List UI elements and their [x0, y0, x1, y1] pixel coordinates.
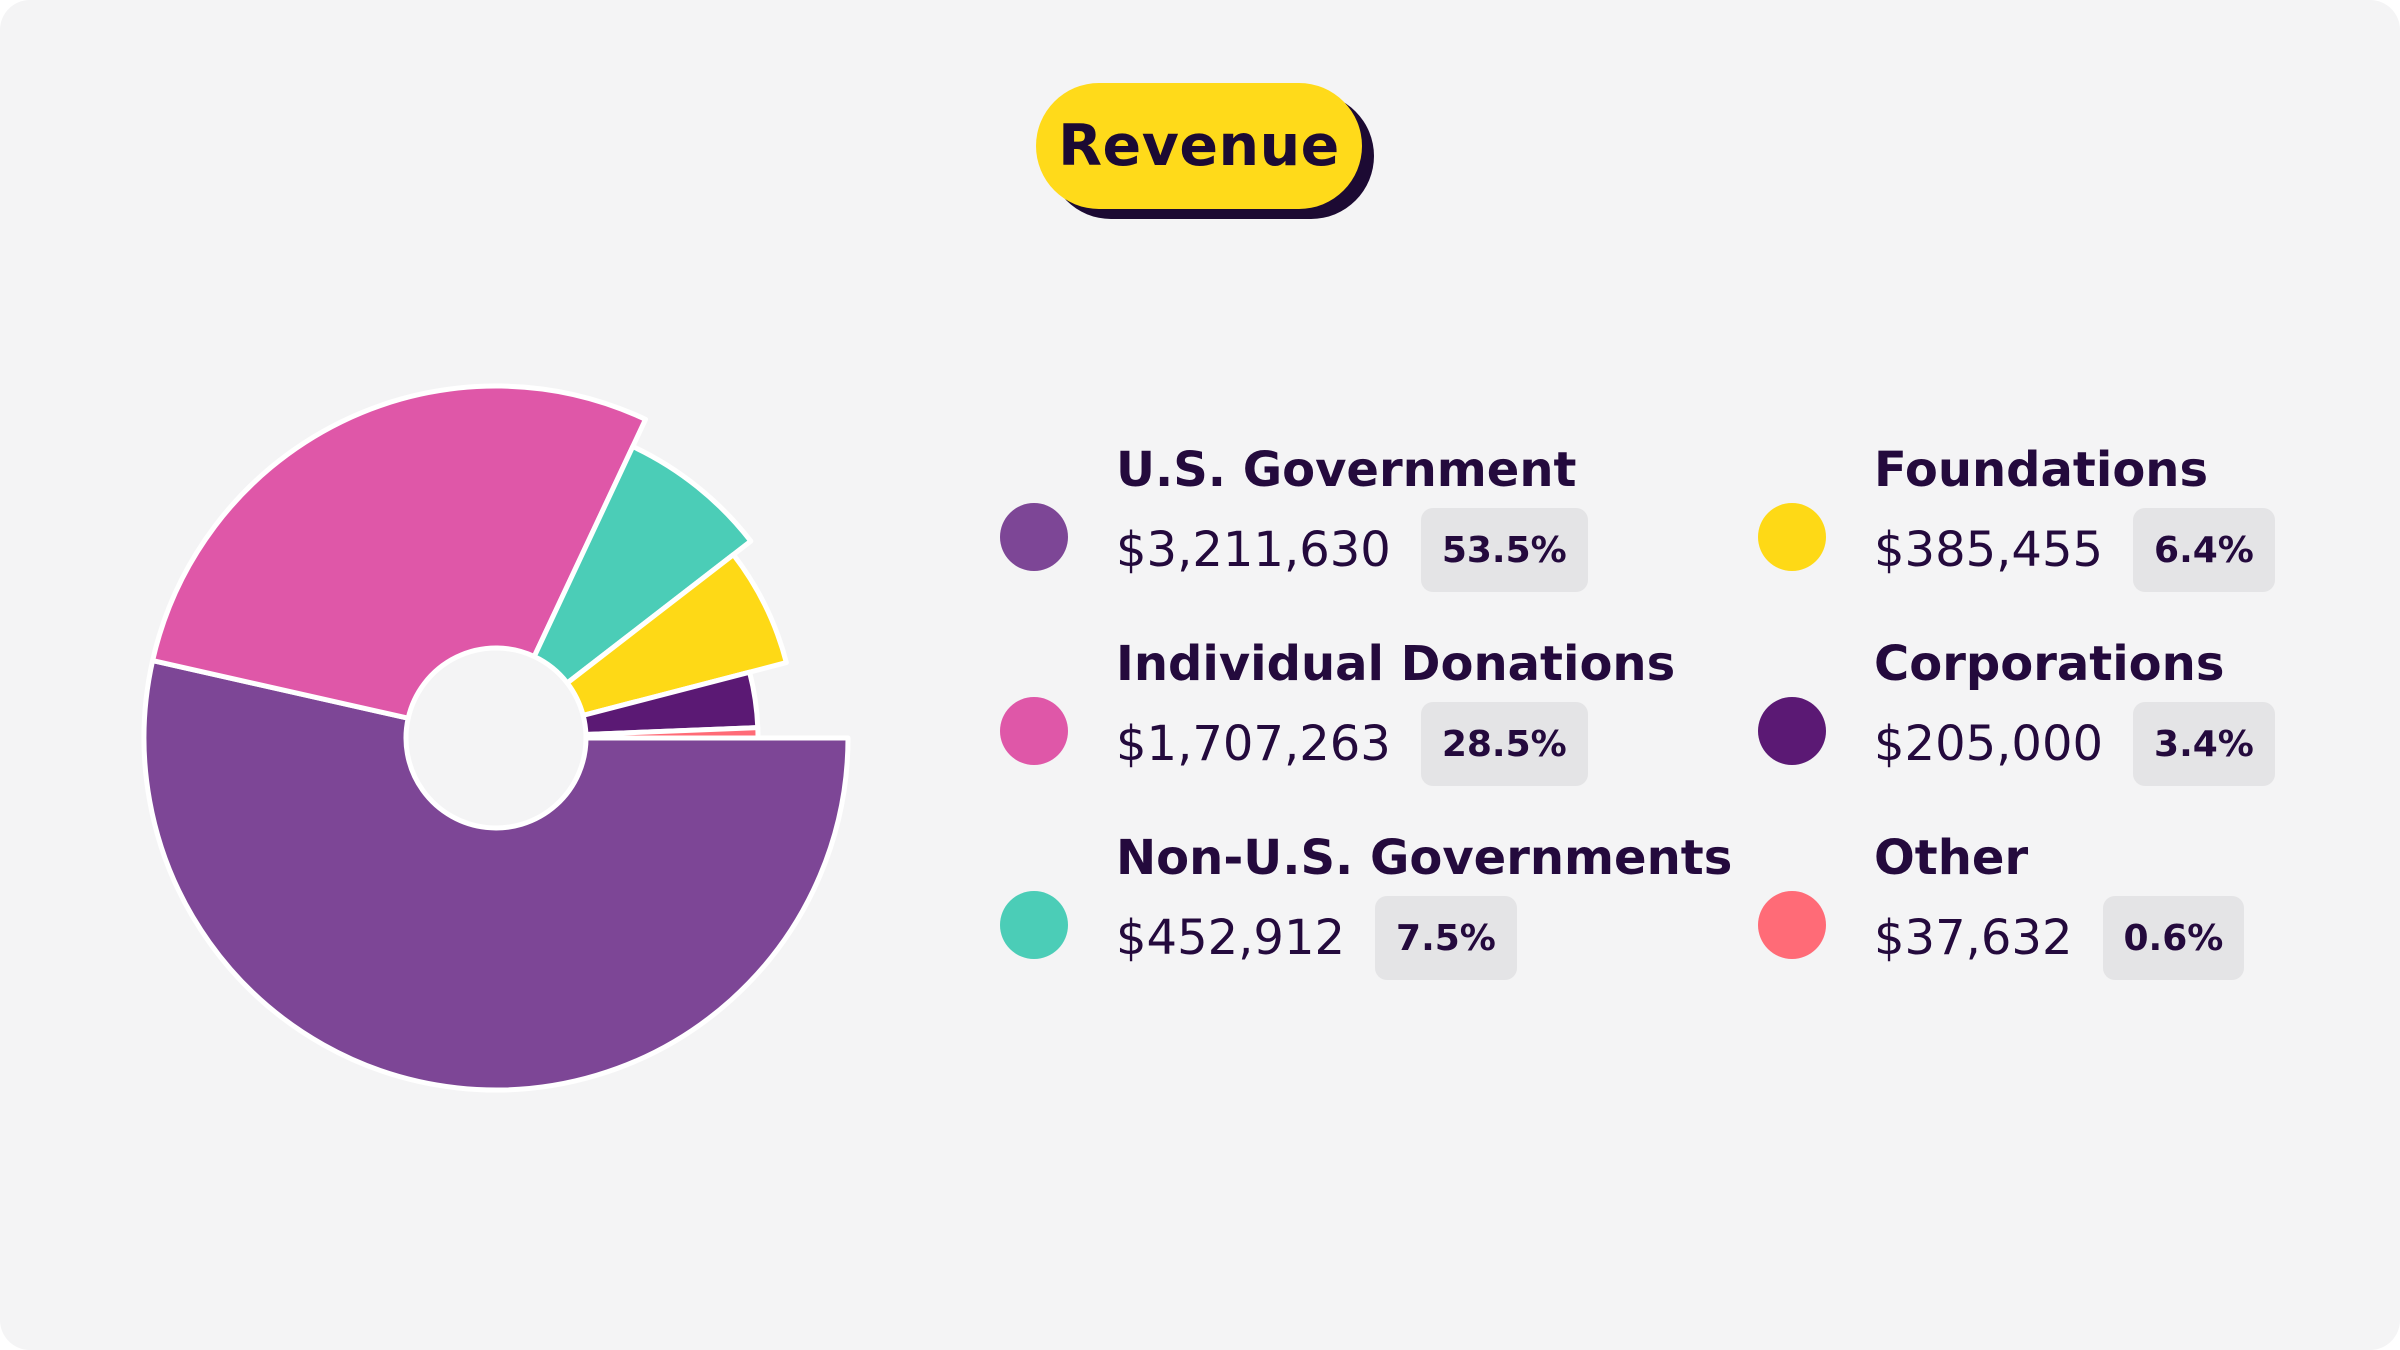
legend-amount: $1,707,263 — [1116, 716, 1391, 772]
legend-item-individual-donations: Individual Donations $1,707,263 28.5% — [1000, 634, 1720, 814]
legend-item-non-us-governments: Non-U.S. Governments $452,912 7.5% — [1000, 828, 1732, 1008]
legend-amount: $205,000 — [1874, 716, 2104, 772]
legend-dot-non-us-governments — [1000, 891, 1068, 959]
pie-slice-other — [583, 725, 761, 741]
legend-dot-individual-donations — [1000, 697, 1068, 765]
legend-percent-badge: 0.6% — [2102, 896, 2245, 980]
title-badge: Revenue — [1036, 83, 1374, 219]
legend-percent-badge: 3.4% — [2133, 702, 2275, 786]
legend-amount: $452,912 — [1116, 910, 1346, 966]
legend-item-us-government: U.S. Government $3,211,630 53.5% — [1000, 440, 1720, 620]
legend-item-other: Other $37,632 0.6% — [1758, 828, 2358, 1008]
legend-amount: $3,211,630 — [1116, 522, 1391, 578]
legend-dot-us-government — [1000, 503, 1068, 571]
legend-percent-badge: 53.5% — [1420, 508, 1588, 592]
legend-dot-corporations — [1758, 697, 1826, 765]
chart-title: Revenue — [1036, 83, 1362, 209]
legend-label: Other — [1874, 830, 2029, 886]
legend-percent-badge: 28.5% — [1420, 702, 1588, 786]
legend-label: Foundations — [1874, 442, 2209, 498]
legend-dot-foundations — [1758, 503, 1826, 571]
legend-item-foundations: Foundations $385,455 6.4% — [1758, 440, 2358, 620]
legend-percent-badge: 7.5% — [1375, 896, 1517, 980]
legend-label: U.S. Government — [1116, 442, 1577, 498]
pie-slice-individual-donations — [150, 383, 649, 721]
legend-dot-other — [1758, 891, 1826, 959]
legend-item-corporations: Corporations $205,000 3.4% — [1758, 634, 2358, 814]
legend-label: Individual Donations — [1116, 636, 1676, 692]
legend-label: Non-U.S. Governments — [1116, 830, 1733, 886]
legend-amount: $37,632 — [1874, 910, 2073, 966]
pie-slice-non-us-governments — [531, 444, 754, 686]
legend-amount: $385,455 — [1874, 522, 2104, 578]
pie-slice-us-government — [141, 658, 851, 1093]
legend-label: Corporations — [1874, 636, 2225, 692]
legend-percent-badge: 6.4% — [2133, 508, 2275, 592]
